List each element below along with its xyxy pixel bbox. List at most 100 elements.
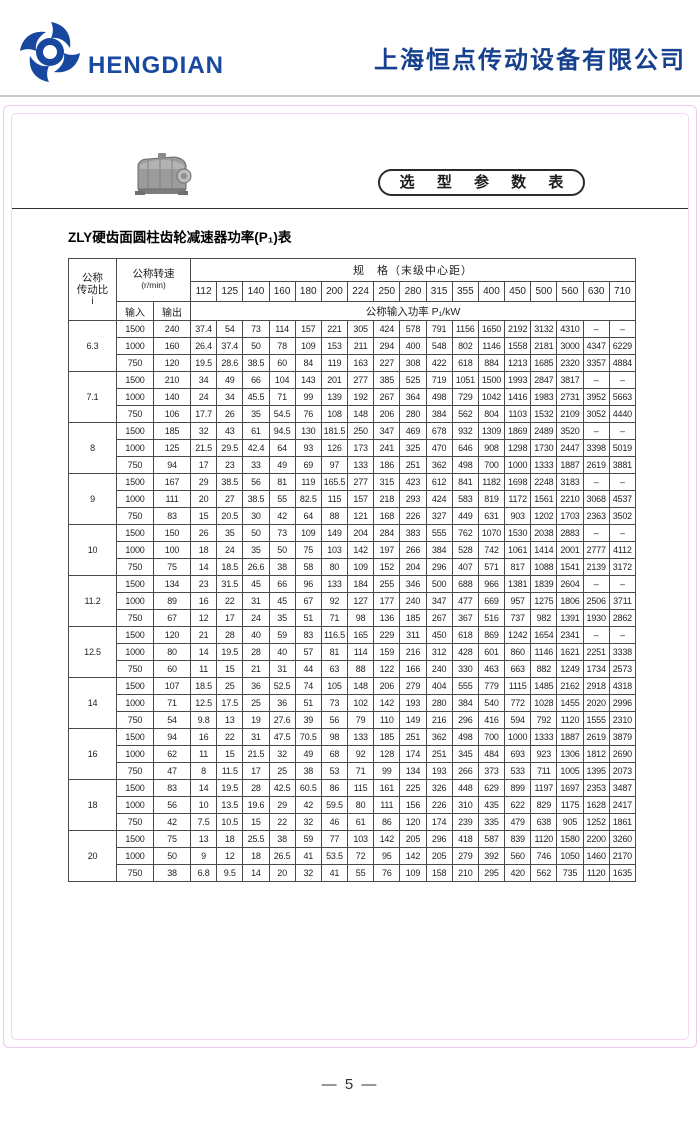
- content-frame: [3, 105, 697, 1048]
- input-speed-cell: 1000: [116, 847, 154, 865]
- power-value-cell: 181.5: [320, 422, 349, 440]
- power-value-cell: 31: [268, 660, 296, 678]
- power-value-cell: 81: [320, 643, 349, 661]
- power-value-cell: 735: [556, 864, 584, 882]
- power-value-cell: 384: [451, 694, 479, 712]
- size-column-header: 250: [373, 281, 401, 302]
- power-value-cell: 982: [530, 609, 558, 627]
- power-value-cell: 601: [477, 643, 506, 661]
- ratio-column-header: 公称 传动比 i: [68, 258, 117, 321]
- power-value-cell: 5019: [608, 439, 637, 457]
- power-value-cell: 869: [477, 626, 506, 644]
- ratio-cell: 18: [68, 779, 117, 831]
- header-divider: [0, 95, 700, 97]
- power-value-cell: 38: [268, 830, 296, 848]
- power-value-cell: 1000: [504, 456, 532, 474]
- power-value-cell: 193: [399, 694, 427, 712]
- power-value-cell: 416: [477, 711, 506, 729]
- input-speed-cell: 1000: [116, 796, 154, 814]
- table-row: 7.1 1500 210 34 49 66 104 143 201 277 385 525 719 105…: [68, 371, 637, 423]
- power-value-cell: 41: [294, 847, 322, 865]
- output-speed-cell: 54: [153, 711, 191, 729]
- power-value-cell: 6229: [608, 337, 637, 355]
- content-frame-inner: [11, 113, 689, 1040]
- power-value-cell: 205: [425, 847, 453, 865]
- power-value-cell: 185: [373, 728, 401, 746]
- size-column-header: 355: [451, 281, 479, 302]
- power-value-cell: 18: [216, 830, 244, 848]
- power-value-cell: 449: [451, 507, 479, 525]
- power-value-cell: 423: [399, 473, 427, 491]
- power-value-cell: 932: [451, 422, 479, 440]
- power-value-cell: 127: [347, 592, 375, 610]
- power-value-cell: 143: [294, 371, 322, 389]
- power-value-cell: 3487: [608, 779, 637, 797]
- power-value-cell: 192: [347, 388, 375, 406]
- output-speed-cell: 67: [153, 609, 191, 627]
- power-value-cell: 142: [399, 847, 427, 865]
- power-value-cell: 1698: [504, 473, 532, 491]
- power-value-cell: 2162: [556, 677, 584, 695]
- power-value-cell: 540: [477, 694, 506, 712]
- power-value-cell: 15: [216, 660, 244, 678]
- power-value-cell: 204: [399, 558, 427, 576]
- power-value-cell: 1983: [530, 388, 558, 406]
- power-value-cell: 1541: [556, 558, 584, 576]
- power-value-cell: 136: [373, 609, 401, 627]
- power-value-cell: 6.8: [189, 864, 218, 882]
- power-value-cell: 42: [268, 507, 296, 525]
- table-row: 8 1500 185 32 43 61 94.5 130 181.5 250 347 469 678 93…: [68, 422, 637, 474]
- output-speed-cell: 120: [153, 354, 191, 372]
- power-value-cell: 186: [373, 456, 401, 474]
- output-speed-cell: 60: [153, 660, 191, 678]
- power-value-cell: 424: [373, 320, 401, 338]
- power-value-cell: 59.5: [320, 796, 349, 814]
- ratio-cell: 16: [68, 728, 117, 780]
- input-speed-cell: 1500: [116, 677, 154, 695]
- power-value-cell: 364: [399, 388, 427, 406]
- power-value-cell: 284: [373, 524, 401, 542]
- power-value-cell: 38: [268, 558, 296, 576]
- power-value-cell: 24: [216, 541, 244, 559]
- power-value-cell: 21.5: [189, 439, 218, 457]
- power-value-cell: 1887: [556, 456, 584, 474]
- power-value-cell: 2918: [582, 677, 610, 695]
- power-value-cell: 31: [242, 728, 270, 746]
- power-value-cell: 729: [451, 388, 479, 406]
- table-row: 750 83 15 20.5 30 42 64 88 121 168 226 327 449 631 903…: [69, 507, 637, 525]
- table-row: 1000 140 24 34 45.5 71 99 139 192 267 364 498 729 104…: [69, 388, 637, 406]
- power-value-cell: 68: [320, 745, 349, 763]
- power-value-cell: 448: [451, 779, 479, 797]
- power-value-cell: 498: [425, 388, 453, 406]
- power-value-cell: –: [608, 371, 637, 389]
- power-value-cell: 469: [399, 422, 427, 440]
- power-value-cell: 255: [373, 575, 401, 593]
- power-value-cell: 148: [347, 405, 375, 423]
- table-row: 750 120 19.5 28.6 38.5 60 84 119 163 227 308 422 618…: [69, 354, 637, 372]
- power-value-cell: 923: [530, 745, 558, 763]
- power-value-cell: 345: [451, 745, 479, 763]
- power-value-cell: 99: [294, 388, 322, 406]
- power-value-cell: 305: [347, 320, 375, 338]
- power-value-cell: 19.5: [216, 643, 244, 661]
- input-speed-cell: 1500: [116, 422, 154, 440]
- power-value-cell: 111: [373, 796, 401, 814]
- power-value-cell: 15: [216, 745, 244, 763]
- power-value-cell: 94.5: [268, 422, 296, 440]
- power-value-cell: 76: [373, 864, 401, 882]
- power-value-cell: 49: [216, 371, 244, 389]
- power-value-cell: 711: [530, 762, 558, 780]
- power-value-cell: 42.4: [242, 439, 270, 457]
- power-value-cell: 2200: [582, 830, 610, 848]
- power-value-cell: 1887: [556, 728, 584, 746]
- power-value-cell: 109: [294, 337, 322, 355]
- input-speed-cell: 1500: [116, 626, 154, 644]
- power-value-cell: 3068: [582, 490, 610, 508]
- power-value-cell: 157: [347, 490, 375, 508]
- power-value-cell: 109: [347, 558, 375, 576]
- power-value-cell: 484: [477, 745, 506, 763]
- power-value-cell: 407: [451, 558, 479, 576]
- power-value-cell: –: [608, 575, 637, 593]
- power-value-cell: 9.8: [189, 711, 218, 729]
- power-value-cell: 1252: [582, 813, 610, 831]
